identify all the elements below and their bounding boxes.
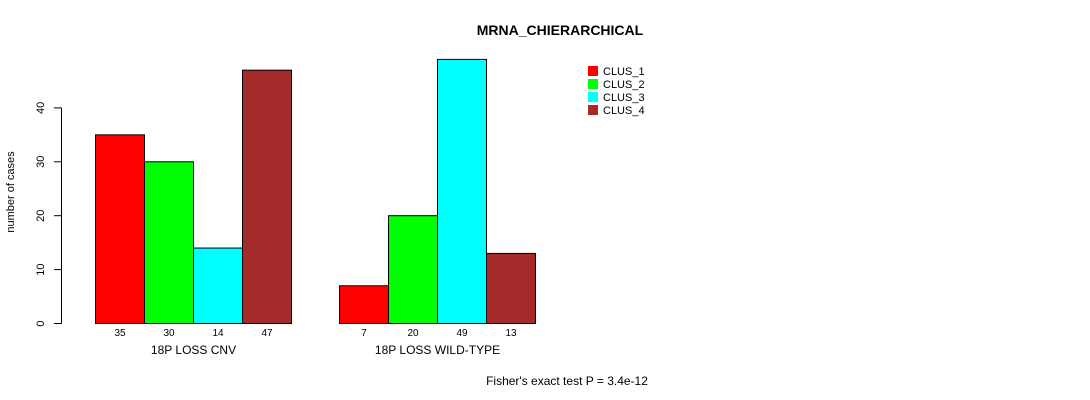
y-tick-label: 10 [35,263,47,275]
bar-count-label: 7 [361,328,367,339]
legend-label: CLUS_2 [603,79,645,91]
legend-label: CLUS_3 [603,92,645,104]
bar-2-clus-1 [340,286,389,324]
bar-count-label: 30 [163,328,175,339]
chart-title: MRNA_CHIERARCHICAL [477,22,644,38]
bar-2-clus-3 [438,59,487,323]
bar-1-clus-3 [194,248,243,323]
bar-1-clus-1 [96,135,145,324]
y-axis: 0 10 20 30 40 [35,102,62,327]
bar-2-clus-2 [389,216,438,324]
legend-swatch [588,105,598,115]
bars: 35 30 14 47 18P LOSS CNV 7 20 49 13 18P LOSS WILD… [96,59,536,357]
fisher-footnote: Fisher's exact test P = 3.4e-12 [486,374,648,388]
y-tick-label: 20 [35,210,47,222]
bar-2-clus-4 [487,253,536,323]
chart: MRNA_CHIERARCHICAL number of cases 0 10 20… [0,0,1090,400]
bar-count-label: 13 [505,328,517,339]
bar-count-label: 35 [114,328,126,339]
bar-1-clus-4 [243,70,292,323]
bar-count-label: 47 [261,328,273,339]
bar-count-label: 20 [407,328,419,339]
bar-count-label: 49 [456,328,468,339]
legend-swatch [588,92,598,102]
legend-label: CLUS_1 [603,66,645,78]
bar-1-clus-2 [145,162,194,324]
y-tick-label: 30 [35,156,47,168]
legend-swatch [588,66,598,76]
legend-label: CLUS_4 [603,105,645,117]
y-axis-label: number of cases [5,151,17,233]
y-tick-label: 0 [35,320,47,326]
group-label: 18P LOSS WILD-TYPE [375,343,500,357]
group-label: 18P LOSS CNV [151,343,236,357]
y-tick-label: 40 [35,102,47,114]
bar-count-label: 14 [212,328,224,339]
legend-swatch [588,79,598,89]
